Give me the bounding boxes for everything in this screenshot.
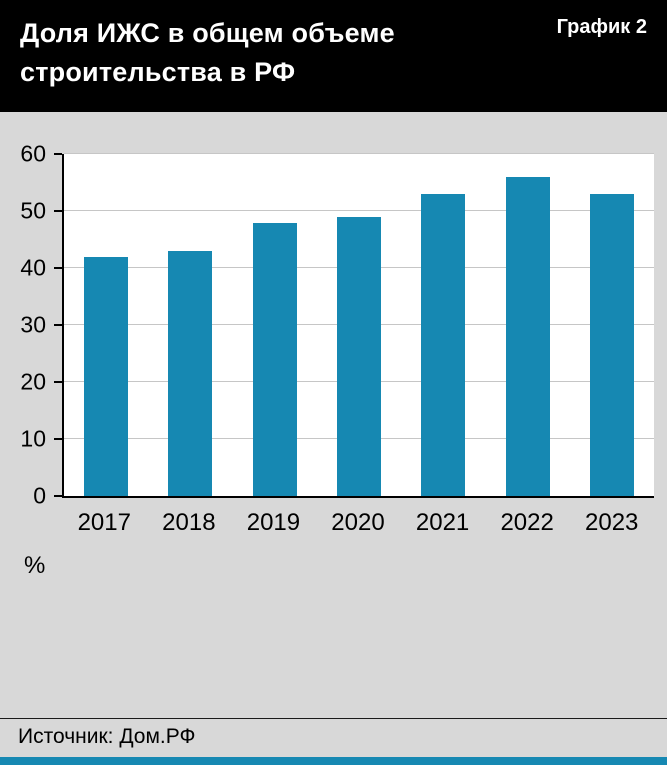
y-tick-mark — [54, 210, 62, 213]
y-tick-label: 20 — [20, 368, 46, 395]
y-tick-mark — [54, 267, 62, 270]
source-label: Источник: Дом.РФ — [0, 718, 667, 757]
plot-area — [62, 153, 654, 499]
y-tick-label: 30 — [20, 311, 46, 338]
gridline — [64, 210, 654, 212]
y-tick-label: 0 — [33, 482, 46, 509]
x-axis-row: 2017 2018 2019 2020 2021 2022 2023 — [0, 498, 654, 544]
page-title: Доля ИЖС в общем объеме строительства в … — [20, 18, 395, 88]
x-tick-label: 2017 — [77, 509, 131, 537]
gridline — [64, 153, 654, 155]
bar-2022 — [505, 177, 550, 497]
chart-footer: Источник: Дом.РФ — [0, 718, 667, 765]
y-tick-mark — [54, 438, 62, 441]
y-tick-mark — [54, 153, 62, 156]
bottom-accent-bar — [0, 757, 667, 765]
bar-2019 — [252, 222, 297, 497]
x-tick-label: 2023 — [585, 509, 639, 537]
x-tick-label: 2020 — [331, 509, 385, 537]
chart-header: Доля ИЖС в общем объеме строительства в … — [0, 0, 667, 113]
x-tick-label: 2018 — [162, 509, 216, 537]
y-tick-label: 40 — [20, 254, 46, 281]
x-axis-labels: 2017 2018 2019 2020 2021 2022 2023 — [62, 498, 654, 544]
y-tick-mark — [54, 381, 62, 384]
bar-2017 — [84, 256, 129, 497]
bar-2020 — [337, 216, 381, 497]
y-axis-labels: 0 10 20 30 40 50 60 — [0, 142, 62, 507]
y-tick-mark — [54, 495, 62, 498]
y-tick-label: 50 — [20, 197, 46, 224]
bar-2023 — [589, 194, 634, 497]
y-tick-mark — [54, 324, 62, 327]
x-tick-label: 2021 — [415, 509, 470, 537]
bar-2021 — [421, 194, 466, 497]
y-tick-label: 10 — [20, 425, 46, 452]
chart-inner: 0 10 20 30 40 50 60 — [0, 142, 654, 507]
y-axis-unit-label: % — [24, 552, 46, 580]
y-tick-label: 60 — [20, 140, 46, 167]
bar-chart: 0 10 20 30 40 50 60 2017 2018 2019 2020 2021 2022 20… — [0, 142, 667, 580]
x-tick-label: 2022 — [500, 509, 554, 537]
chart-number-label: График 2 — [556, 16, 647, 38]
x-tick-label: 2019 — [246, 509, 301, 537]
x-axis-spacer — [0, 498, 62, 544]
bar-2018 — [168, 251, 213, 497]
